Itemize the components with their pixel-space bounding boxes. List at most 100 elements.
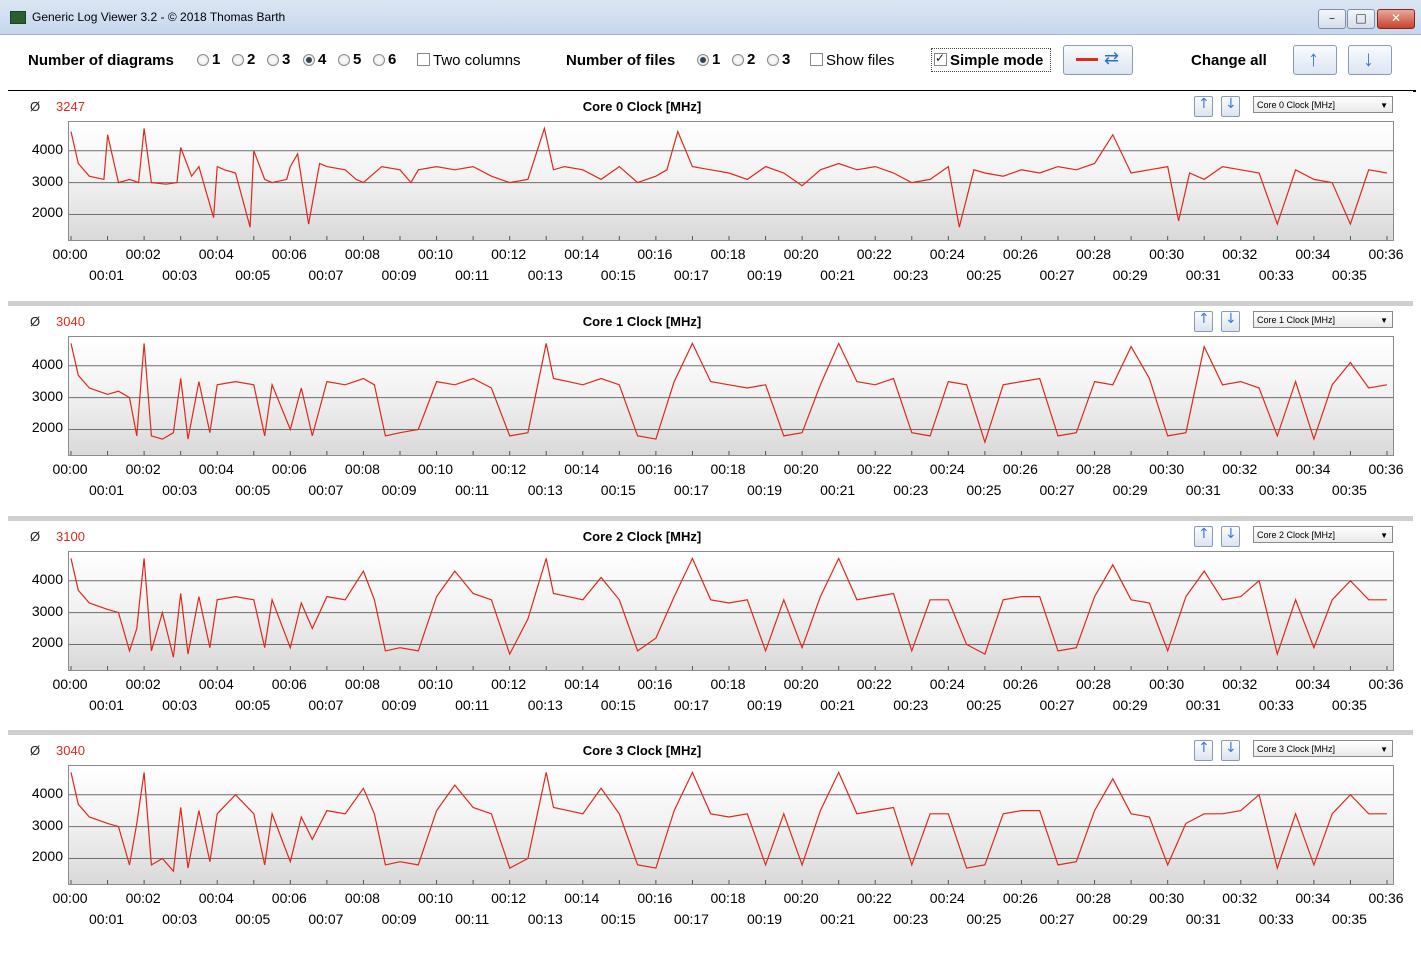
x-tick-label: 00:31 (1185, 697, 1221, 713)
arrow-down-icon: ↓ (1225, 96, 1237, 112)
move-all-down-button[interactable]: ↓ (1348, 45, 1392, 75)
panel-separator[interactable] (8, 301, 1413, 306)
x-tick-label: 00:06 (271, 890, 307, 906)
panel-separator[interactable] (8, 516, 1413, 521)
show-files-checkbox[interactable] (810, 53, 823, 66)
x-tick-label: 00:20 (783, 676, 819, 692)
x-tick-label: 00:07 (308, 911, 344, 927)
simple-mode-checkbox[interactable] (934, 51, 947, 66)
x-tick-label: 00:31 (1185, 267, 1221, 283)
x-tick-label: 00:11 (455, 911, 490, 927)
x-tick-label: 00:35 (1331, 697, 1367, 713)
x-tick-label: 00:33 (1258, 911, 1294, 927)
files-radio-3[interactable] (767, 54, 779, 66)
arrow-down-icon: ↓ (1225, 740, 1237, 756)
x-tick-label: 00:13 (527, 482, 563, 498)
x-tick-label: 00:14 (564, 461, 600, 477)
x-tick-label: 00:05 (235, 267, 271, 283)
x-tick-label: 00:09 (381, 697, 417, 713)
change-all-label: Change all (1191, 52, 1267, 69)
move-all-up-button[interactable]: ↑ (1293, 45, 1337, 75)
y-tick-label: 3000 (31, 816, 63, 833)
x-tick-label: 00:00 (52, 461, 88, 477)
x-tick-label: 00:08 (344, 461, 380, 477)
average-symbol: Ø (30, 314, 41, 329)
x-tick-label: 00:07 (308, 267, 344, 283)
x-tick-label: 00:26 (1002, 890, 1038, 906)
line-chart (69, 126, 1393, 240)
two-columns-checkbox[interactable] (417, 53, 430, 66)
x-tick-label: 00:01 (89, 482, 125, 498)
diagram-panel-1: Ø 3040 Core 1 Clock [MHz] ↑ ↓ Core 1 Clo… (8, 306, 1413, 514)
x-tick-label: 00:11 (455, 697, 490, 713)
channel-select[interactable]: Core 3 Clock [MHz] ▼ (1253, 740, 1393, 757)
panel-separator[interactable] (8, 730, 1413, 735)
diagrams-radio-3[interactable] (267, 54, 279, 66)
diagrams-radio-1[interactable] (197, 54, 209, 66)
x-tick-label: 00:12 (491, 676, 527, 692)
x-tick-label: 00:08 (344, 246, 380, 262)
chevron-down-icon: ▼ (1380, 745, 1388, 754)
x-tick-label: 00:30 (1149, 461, 1185, 477)
channel-select[interactable]: Core 0 Clock [MHz] ▼ (1253, 96, 1393, 113)
diagram-title: Core 3 Clock [MHz] (582, 743, 702, 758)
arrow-down-icon: ↓ (1363, 46, 1374, 71)
diagrams-radio-6[interactable] (373, 54, 385, 66)
panel-up-button[interactable]: ↑ (1194, 526, 1213, 547)
y-tick-label: 3000 (31, 172, 63, 189)
x-tick-label: 00:10 (418, 246, 454, 262)
x-tick-label: 00:19 (747, 697, 783, 713)
diagrams-radio-2[interactable] (232, 54, 244, 66)
chevron-down-icon: ▼ (1380, 531, 1388, 540)
line-color-refresh-button[interactable]: ⇄ (1063, 45, 1133, 75)
channel-select[interactable]: Core 1 Clock [MHz] ▼ (1253, 311, 1393, 328)
x-tick-label: 00:10 (418, 461, 454, 477)
arrow-down-icon: ↓ (1225, 526, 1237, 542)
x-tick-label: 00:36 (1368, 246, 1404, 262)
x-tick-label: 00:08 (344, 890, 380, 906)
x-tick-label: 00:24 (929, 676, 965, 692)
maximize-button[interactable]: □ (1347, 9, 1375, 29)
x-tick-label: 00:05 (235, 697, 271, 713)
x-tick-label: 00:26 (1002, 246, 1038, 262)
x-tick-label: 00:32 (1222, 676, 1258, 692)
panel-down-button[interactable]: ↓ (1221, 526, 1240, 547)
channel-select-value: Core 0 Clock [MHz] (1257, 100, 1336, 110)
x-tick-label: 00:19 (747, 482, 783, 498)
x-tick-label: 00:12 (491, 890, 527, 906)
x-tick-label: 00:33 (1258, 697, 1294, 713)
x-tick-label: 00:36 (1368, 461, 1404, 477)
panel-up-button[interactable]: ↑ (1194, 311, 1213, 332)
minimize-button[interactable]: – (1318, 9, 1346, 29)
close-button[interactable]: ✕ (1377, 9, 1415, 29)
x-tick-label: 00:19 (747, 267, 783, 283)
x-tick-label: 00:14 (564, 890, 600, 906)
x-tick-label: 00:27 (1039, 482, 1075, 498)
x-tick-label: 00:28 (1076, 246, 1112, 262)
panel-up-button[interactable]: ↑ (1194, 96, 1213, 117)
diagrams-radio-4[interactable] (303, 54, 315, 66)
panel-down-button[interactable]: ↓ (1221, 740, 1240, 761)
x-tick-label: 00:22 (856, 246, 892, 262)
average-symbol: Ø (30, 99, 41, 114)
x-tick-label: 00:06 (271, 461, 307, 477)
number-of-files-label: Number of files (566, 52, 676, 69)
x-tick-label: 00:10 (418, 676, 454, 692)
simple-mode-focus-box (931, 48, 1051, 72)
panel-down-button[interactable]: ↓ (1221, 311, 1240, 332)
x-tick-label: 00:25 (966, 267, 1002, 283)
channel-select-value: Core 1 Clock [MHz] (1257, 315, 1336, 325)
x-tick-label: 00:05 (235, 482, 271, 498)
diagrams-radio-5[interactable] (338, 54, 350, 66)
x-tick-label: 00:18 (710, 246, 746, 262)
panel-down-button[interactable]: ↓ (1221, 96, 1240, 117)
red-line-icon (1076, 58, 1098, 61)
average-value: 3100 (56, 529, 85, 544)
x-tick-label: 00:34 (1295, 676, 1331, 692)
panel-up-button[interactable]: ↑ (1194, 740, 1213, 761)
x-tick-label: 00:20 (783, 461, 819, 477)
diagram-title: Core 1 Clock [MHz] (582, 314, 702, 329)
files-radio-2[interactable] (732, 54, 744, 66)
channel-select[interactable]: Core 2 Clock [MHz] ▼ (1253, 526, 1393, 543)
files-radio-1[interactable] (697, 54, 709, 66)
